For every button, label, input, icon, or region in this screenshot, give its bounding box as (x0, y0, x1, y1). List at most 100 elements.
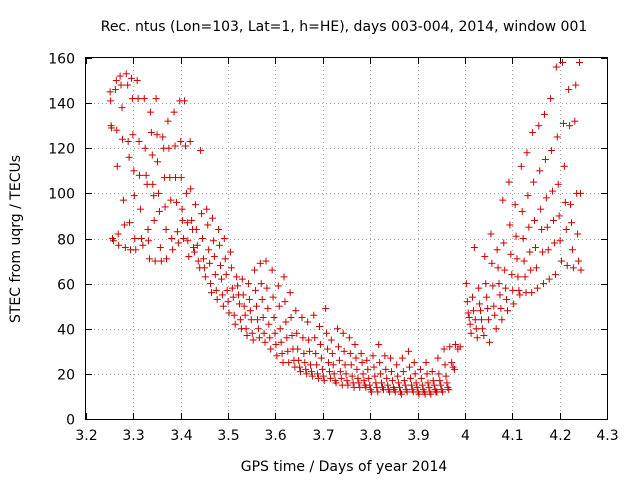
data-point (483, 293, 491, 301)
data-point (377, 370, 385, 378)
data-point (332, 379, 340, 387)
data-point (493, 246, 501, 254)
data-point (131, 235, 139, 242)
data-point (384, 381, 392, 389)
data-point (542, 194, 550, 202)
data-point (191, 201, 199, 209)
data-point (527, 266, 535, 274)
data-point (119, 196, 127, 204)
data-point (341, 361, 349, 369)
data-point (387, 368, 395, 376)
data-point (142, 171, 150, 179)
data-point (335, 356, 343, 364)
plot-frame (85, 57, 608, 420)
data-point (292, 307, 300, 315)
data-point (306, 347, 314, 355)
data-point (346, 350, 354, 358)
data-point (226, 248, 234, 256)
data-point (492, 325, 500, 333)
data-point (298, 313, 306, 321)
data-point (567, 201, 575, 209)
data-point (375, 341, 383, 349)
chart-title: Rec. ntus (Lon=103, Lat=1, h=HE), days 0… (101, 19, 588, 35)
data-point (178, 205, 186, 213)
data-point (307, 368, 315, 376)
x-tick-label: 3.5 (217, 428, 239, 444)
data-point (508, 271, 516, 279)
data-point (363, 356, 371, 364)
data-point (159, 133, 167, 141)
data-point (136, 205, 144, 213)
data-point (304, 318, 312, 326)
data-point (300, 350, 308, 358)
data-point (293, 329, 301, 337)
data-point (316, 322, 324, 330)
data-point (403, 388, 411, 396)
x-tick-label: 4.1 (501, 428, 523, 444)
data-point (326, 374, 334, 382)
data-point (215, 225, 223, 233)
data-point (171, 142, 179, 150)
data-point (281, 298, 289, 306)
data-point (425, 383, 433, 391)
data-point (565, 86, 573, 94)
data-point (245, 295, 253, 303)
data-point (514, 273, 522, 281)
data-point (185, 253, 193, 261)
data-point (540, 280, 548, 288)
data-point (154, 158, 162, 166)
data-point (156, 244, 164, 252)
tick-labels: 3.2 3.3 3.4 3.5 3.6 3.7 3.8 3.9 4 4.1 4.2 4.3 0 20 40 6… (48, 52, 618, 445)
data-point (216, 241, 224, 249)
y-tick-label: 60 (57, 278, 75, 294)
data-point (537, 205, 545, 213)
data-point (268, 266, 276, 274)
data-point (498, 316, 506, 324)
data-point (314, 370, 322, 378)
x-tick-label: 4.2 (549, 428, 571, 444)
data-point (418, 381, 426, 389)
data-point (482, 280, 490, 288)
data-point (547, 95, 555, 103)
data-point (558, 257, 566, 265)
data-point (253, 302, 261, 310)
data-point (539, 248, 547, 256)
data-point (167, 196, 175, 204)
data-point (572, 81, 580, 89)
data-point (473, 334, 481, 342)
data-point (327, 336, 335, 344)
data-point (181, 97, 189, 105)
data-point (477, 307, 485, 315)
data-point (126, 219, 134, 227)
data-point (412, 379, 420, 387)
data-point (135, 137, 143, 145)
data-point (500, 239, 508, 247)
data-point (164, 117, 172, 125)
data-point (282, 318, 290, 326)
data-point (439, 388, 447, 396)
data-point (524, 192, 532, 200)
data-point (536, 167, 544, 175)
data-point (399, 368, 407, 376)
data-point (463, 298, 471, 306)
data-point (467, 329, 475, 337)
data-point (507, 250, 515, 258)
data-point (442, 372, 450, 380)
data-point (130, 167, 138, 175)
data-point (187, 185, 195, 193)
data-point (144, 225, 152, 233)
data-point (285, 359, 293, 367)
data-point (530, 178, 538, 186)
y-tick-label: 20 (57, 368, 75, 384)
data-point (488, 259, 496, 267)
data-point (170, 108, 178, 116)
data-point (345, 334, 353, 342)
data-point (535, 122, 543, 130)
data-point (434, 354, 442, 362)
data-point (114, 230, 122, 238)
data-point (188, 216, 196, 224)
data-point (575, 257, 583, 265)
data-point (277, 338, 285, 346)
data-point (124, 81, 132, 89)
